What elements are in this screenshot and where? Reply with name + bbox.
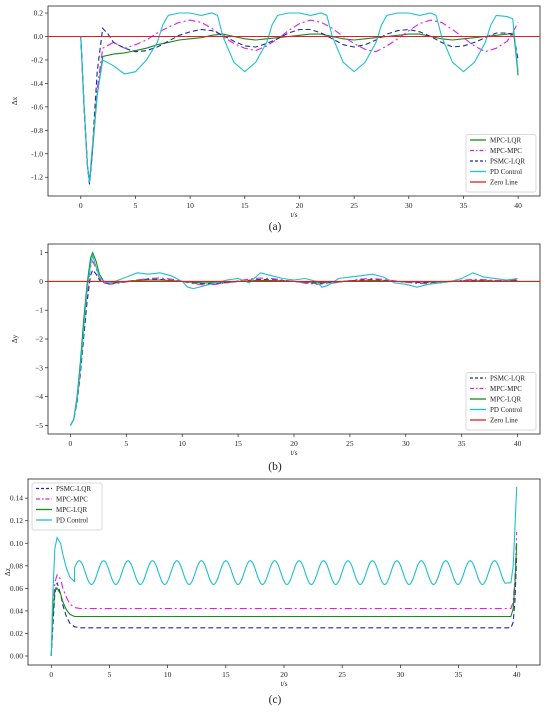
x-tick-label: 25 (338, 670, 346, 679)
y-tick-label: 0.08 (10, 561, 23, 570)
legend-label: PSMC-LQR (56, 485, 91, 493)
x-tick-label: 20 (296, 201, 304, 210)
legend-label: MPC-LQR (490, 137, 521, 145)
legend-label: PSMC-LQR (490, 375, 525, 383)
x-tick-label: 35 (458, 439, 466, 448)
x-tick-label: 20 (290, 439, 298, 448)
x-tick-label: 10 (164, 670, 172, 679)
y-axis-label: Δx (10, 96, 19, 105)
y-tick-label: −4 (35, 392, 43, 401)
series-group (48, 12, 540, 185)
y-tick-label: -1.0 (31, 149, 43, 158)
y-tick-label: 0.12 (10, 516, 23, 525)
series-line-pd-control (69, 253, 518, 426)
y-tick-label: 0.2 (34, 9, 44, 18)
legend-label: PD Control (56, 517, 88, 525)
y-tick-label: 0.14 (10, 494, 23, 503)
series-line-mpc-lqr (50, 543, 518, 657)
y-tick-label: 1 (39, 248, 43, 257)
y-axis-label: Δy (10, 334, 19, 343)
legend-box (31, 482, 103, 531)
series-line-mpc-mpc (80, 19, 519, 182)
y-tick-label: -0.4 (31, 79, 43, 88)
x-tick-label: 35 (455, 670, 463, 679)
y-tick-label: 0 (39, 277, 43, 286)
x-tick-label: 35 (460, 201, 468, 210)
series-line-mpc-mpc (50, 531, 518, 657)
y-tick-label: 0.06 (10, 584, 23, 593)
x-tick-label: 0 (79, 201, 83, 210)
x-axis-label: t/s (290, 210, 297, 219)
y-tick-label: 0.10 (10, 539, 23, 548)
series-line-psmc-lqr (80, 27, 519, 185)
y-tick-label: 0.00 (10, 651, 23, 660)
x-tick-label: 5 (108, 670, 112, 679)
panel-label: (c) (269, 694, 282, 706)
y-tick-label: -0.6 (31, 102, 43, 111)
legend: PSMC-LQR MPC-MPC MPC-LQR PD Control (31, 482, 103, 531)
y-tick-label: 0.02 (10, 629, 23, 638)
x-axis-label: t/s (290, 448, 297, 457)
x-tick-label: 0 (68, 439, 72, 448)
y-tick-label: 0.04 (10, 606, 23, 615)
x-tick-label: 10 (186, 201, 194, 210)
chart-panel-1: 0 5 10 15 20 25 30 35 40 -1.2 -1.0 -0.8 -0.6 -0.4 -0.2… (10, 5, 541, 233)
x-tick-label: 15 (234, 439, 242, 448)
x-tick-label: 30 (402, 439, 410, 448)
y-axis-label: Δz (3, 567, 12, 576)
x-tick-label: 40 (514, 201, 522, 210)
legend-label: MPC-MPC (490, 385, 522, 393)
y-tick-label: -0.8 (31, 126, 43, 135)
legend-label: MPC-LQR (490, 396, 521, 404)
legend: MPC-LQR MPC-MPC PSMC-LQR PD Control Zero Lin… (465, 134, 537, 193)
legend-box (465, 134, 537, 193)
x-tick-label: 40 (513, 670, 521, 679)
series-line-mpc-lqr (69, 251, 518, 426)
x-tick-label: 30 (397, 670, 405, 679)
x-tick-label: 40 (514, 439, 522, 448)
plot-frame (47, 5, 541, 197)
x-axis-label: t/s (280, 679, 287, 688)
series-line-mpc-lqr (80, 32, 519, 182)
legend-label: PD Control (490, 168, 522, 176)
legend-label: MPC-MPC (490, 147, 522, 155)
x-tick-label: 0 (49, 670, 53, 679)
legend: PSMC-LQR MPC-MPC MPC-LQR PD Control Zero Lin… (465, 372, 537, 431)
legend-label: PSMC-LQR (490, 158, 525, 166)
y-tick-label: -0.2 (31, 55, 43, 64)
y-tick-label: −2 (35, 335, 43, 344)
legend-label: MPC-LQR (56, 506, 87, 514)
x-tick-label: 20 (280, 670, 288, 679)
panel-label: (b) (268, 461, 282, 473)
x-tick-label: 15 (241, 201, 249, 210)
x-tick-label: 10 (178, 439, 186, 448)
legend-label: MPC-MPC (56, 496, 88, 504)
panel-label: (a) (269, 221, 282, 233)
plot-frame (27, 478, 541, 666)
legend-label: PD Control (490, 406, 522, 414)
legend-label: Zero Line (490, 179, 518, 187)
series-line-pd-control (80, 12, 519, 182)
series-line-pd-control (50, 486, 518, 657)
legend-box (465, 372, 537, 431)
x-tick-label: 25 (350, 201, 358, 210)
chart-panel-3: 0 5 10 15 20 25 30 35 40 0.00 0.02 0.04 0.06 0.08 0.10… (3, 478, 541, 706)
y-tick-label: −1 (35, 306, 43, 315)
x-tick-label: 25 (346, 439, 354, 448)
x-tick-label: 15 (222, 670, 230, 679)
series-group (50, 486, 518, 657)
y-tick-label: −3 (35, 363, 43, 372)
x-tick-label: 5 (124, 439, 128, 448)
series-group (48, 251, 540, 426)
y-tick-label: 0.0 (34, 32, 44, 41)
y-tick-label: −5 (35, 421, 43, 430)
y-tick-label: -1.2 (31, 173, 43, 182)
x-tick-label: 5 (134, 201, 138, 210)
chart-panel-2: 0 5 10 15 20 25 30 35 40 −5 −4 −3 −2 −1 0 1 t/s Δy (b) PSMC… (10, 243, 541, 473)
x-tick-label: 30 (405, 201, 413, 210)
legend-label: Zero Line (490, 417, 518, 425)
